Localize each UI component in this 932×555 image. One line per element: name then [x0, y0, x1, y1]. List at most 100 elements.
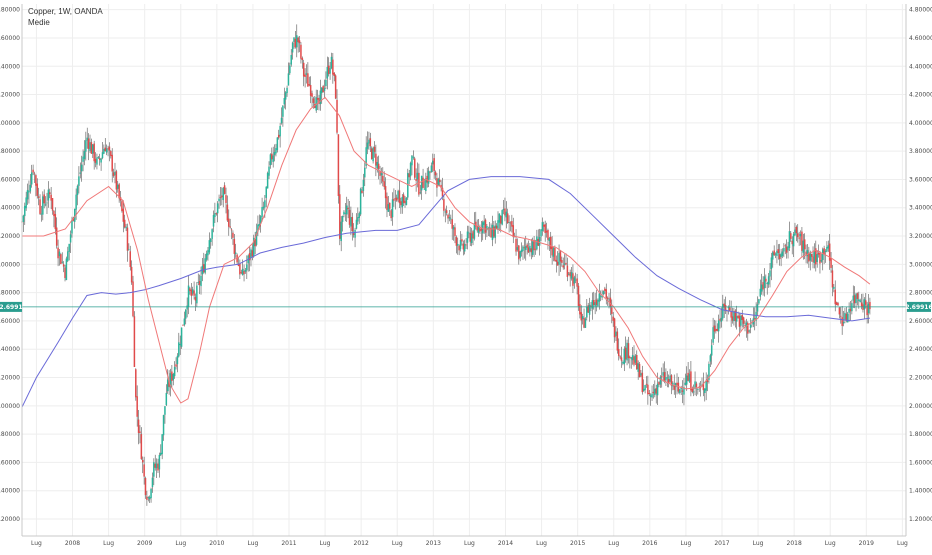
candle-body	[208, 240, 211, 253]
candle-body	[809, 252, 811, 261]
candle-body	[92, 144, 94, 154]
candle-body	[53, 210, 55, 217]
candle-body	[738, 315, 741, 327]
x-tick-label: 2008	[65, 540, 80, 547]
candle-body	[477, 226, 480, 233]
candle-body	[570, 272, 573, 279]
y-tick-label-left: 2.40000	[0, 346, 20, 353]
candle-body	[359, 188, 362, 215]
candle-body	[629, 356, 631, 359]
candle-body	[228, 218, 230, 227]
candle-body	[674, 383, 677, 388]
candle-body	[400, 201, 402, 206]
y-tick-label-right: 1.80000	[909, 431, 932, 438]
candle-body	[827, 245, 830, 249]
x-tick-label: 2019	[859, 540, 874, 547]
y-tick-label-right: 2.00000	[909, 403, 932, 410]
candle-body	[234, 252, 237, 254]
candle-body	[533, 239, 535, 251]
candle-body	[94, 158, 97, 163]
candle-body	[268, 166, 270, 176]
candle-body	[667, 378, 670, 384]
candle-body	[239, 263, 241, 275]
candle-body	[491, 224, 494, 241]
candle-body	[232, 232, 234, 238]
candle-body	[710, 345, 713, 356]
candle-body	[165, 392, 168, 406]
candle-body	[54, 213, 57, 230]
candle-body	[488, 227, 491, 229]
candle-body	[767, 276, 770, 285]
candle-body	[536, 236, 538, 250]
candle-body	[269, 154, 272, 166]
y-tick-label-left: 3.60000	[0, 176, 20, 183]
candle-body	[531, 241, 534, 255]
candle-body	[579, 304, 581, 315]
candle-body	[742, 317, 745, 324]
last-price-tag-right	[907, 301, 931, 312]
candle-body	[280, 117, 283, 124]
candle-body	[790, 233, 792, 239]
y-tick-label-left: 2.60000	[0, 318, 20, 325]
candle-body	[730, 311, 732, 318]
candle-body	[185, 309, 187, 319]
candle-body	[85, 140, 87, 152]
candle-body	[831, 270, 834, 288]
candle-body	[257, 224, 259, 232]
candle-body	[157, 463, 159, 471]
candle-body	[125, 226, 127, 229]
candle-body	[692, 391, 695, 393]
candle-body	[609, 297, 612, 307]
candle-body	[46, 202, 48, 204]
candle-body	[438, 179, 441, 183]
candle-body	[168, 380, 170, 387]
candle-body	[337, 134, 340, 196]
candle-body	[275, 148, 277, 154]
candle-body	[78, 176, 80, 186]
candle-body	[230, 229, 233, 231]
candle-body	[190, 289, 193, 296]
candle-body	[286, 87, 288, 94]
candle-body	[838, 307, 841, 315]
candle-body	[748, 330, 750, 332]
candle-body	[740, 315, 742, 326]
candle-body	[139, 431, 141, 434]
candle-body	[515, 239, 517, 252]
candle-body	[709, 355, 712, 362]
candle-body	[479, 228, 481, 232]
candle-body	[708, 363, 710, 380]
candle-body	[390, 210, 392, 219]
candle-body	[794, 229, 796, 236]
indicator-label[interactable]: Medie	[28, 18, 50, 27]
candle-body	[781, 251, 784, 257]
candle-body	[463, 243, 466, 252]
candle-body	[148, 497, 151, 500]
candle-body	[638, 363, 641, 378]
symbol-title[interactable]: Copper, 1W, OANDA	[28, 7, 103, 16]
candle-body	[795, 227, 798, 234]
candle-body	[587, 305, 589, 313]
y-tick-label-left: 4.40000	[0, 63, 20, 70]
y-tick-label-left: 2.80000	[0, 290, 20, 297]
candle-body	[203, 264, 205, 273]
candle-body	[644, 385, 646, 391]
candle-body	[559, 251, 562, 262]
candle-body	[376, 161, 379, 169]
candle-body	[727, 307, 730, 309]
candle-body	[627, 343, 630, 359]
candle-body	[30, 172, 33, 185]
candle-body	[222, 188, 224, 201]
y-tick-label-right: 3.00000	[909, 261, 932, 268]
x-tick-label: Lug	[103, 540, 114, 547]
candle-body	[586, 306, 588, 318]
candle-body	[860, 302, 863, 307]
candle-body	[336, 99, 338, 133]
x-tick-label: 2014	[498, 540, 513, 547]
candle-body	[815, 248, 817, 265]
candle-body	[437, 178, 440, 186]
y-tick-label-left: 3.40000	[0, 205, 20, 212]
candle-body	[43, 194, 45, 204]
candle-body	[462, 243, 465, 250]
